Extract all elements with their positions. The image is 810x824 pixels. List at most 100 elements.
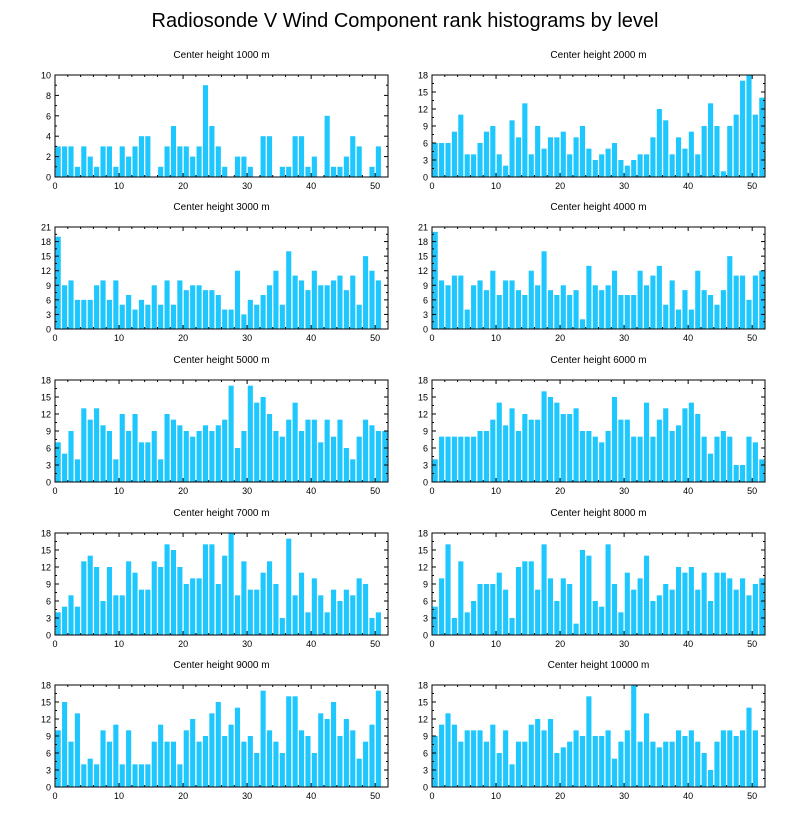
bar xyxy=(62,285,68,329)
bar xyxy=(100,280,106,329)
bar xyxy=(477,730,483,787)
bar xyxy=(663,120,669,177)
bar xyxy=(177,567,183,635)
bar xyxy=(669,280,675,329)
bar xyxy=(177,146,183,177)
y-tick-label: 6 xyxy=(46,295,51,305)
y-tick-label: 9 xyxy=(423,580,428,590)
y-tick-label: 21 xyxy=(41,223,51,233)
bar xyxy=(279,436,285,482)
bar xyxy=(496,572,502,635)
bar xyxy=(190,156,196,177)
bar xyxy=(363,256,369,329)
bar xyxy=(477,584,483,635)
bar xyxy=(94,408,100,482)
x-tick-label: 40 xyxy=(306,333,316,343)
bar xyxy=(202,544,209,635)
bar xyxy=(733,275,739,329)
bar xyxy=(74,299,80,329)
bar xyxy=(701,126,707,177)
y-tick-label: 18 xyxy=(418,71,428,81)
bar xyxy=(682,290,688,329)
bar xyxy=(100,601,106,635)
bar xyxy=(643,285,650,329)
bar xyxy=(190,719,196,787)
bar xyxy=(509,618,515,635)
x-tick-label: 20 xyxy=(178,333,188,343)
bar xyxy=(55,146,61,177)
panel-6: Center height 7000 m 0 3 6 9 12 15 18 0 10 20 30 40 5… xyxy=(41,508,389,649)
bar xyxy=(605,431,611,482)
bar xyxy=(145,304,151,329)
bar xyxy=(363,419,369,482)
bar xyxy=(286,538,292,635)
bar xyxy=(132,414,138,482)
bar xyxy=(695,154,701,177)
bar xyxy=(74,606,80,635)
bar xyxy=(196,741,202,787)
bar xyxy=(567,414,573,482)
bar xyxy=(305,612,311,635)
bar xyxy=(560,747,566,787)
bar xyxy=(586,431,592,482)
bar xyxy=(503,730,509,787)
bar xyxy=(254,402,260,482)
bar xyxy=(215,584,221,635)
bar xyxy=(439,724,445,787)
bar xyxy=(483,290,489,329)
bar xyxy=(599,606,605,635)
bar xyxy=(234,156,241,177)
bar xyxy=(643,555,650,635)
bar xyxy=(432,459,438,482)
bar xyxy=(126,431,132,482)
bar xyxy=(170,126,177,177)
bar xyxy=(535,719,541,787)
bar xyxy=(528,270,534,329)
bar xyxy=(701,753,707,787)
bar xyxy=(439,436,445,482)
bar xyxy=(241,156,247,177)
bar xyxy=(477,143,483,177)
bar xyxy=(509,408,515,482)
bar xyxy=(222,166,228,177)
panel-title: Center height 6000 m xyxy=(550,355,646,366)
x-tick-label: 30 xyxy=(242,791,252,801)
bar xyxy=(305,419,311,482)
y-tick-label: 18 xyxy=(41,681,51,691)
bar xyxy=(260,572,266,635)
bar xyxy=(515,567,522,635)
x-tick-label: 10 xyxy=(491,791,501,801)
y-tick-label: 4 xyxy=(46,132,51,142)
bar xyxy=(592,736,598,787)
bar xyxy=(119,304,125,329)
bar xyxy=(624,572,630,635)
y-tick-label: 3 xyxy=(46,614,51,624)
bar xyxy=(68,431,74,482)
bar xyxy=(483,131,489,177)
bar xyxy=(279,304,285,329)
bar xyxy=(535,126,541,177)
bar xyxy=(298,431,305,482)
bar xyxy=(637,436,643,482)
bar xyxy=(81,146,87,177)
bar xyxy=(611,270,618,329)
bar xyxy=(209,713,215,787)
bar xyxy=(733,465,739,482)
bar xyxy=(183,290,189,329)
x-tick-label: 0 xyxy=(52,486,57,496)
y-tick-label: 9 xyxy=(46,732,51,742)
bar xyxy=(356,578,362,635)
bar xyxy=(266,730,273,787)
bar xyxy=(445,544,451,635)
bar xyxy=(637,578,643,635)
bar xyxy=(464,612,470,635)
bar xyxy=(746,707,752,787)
bar xyxy=(752,442,758,482)
bar xyxy=(592,285,598,329)
bar xyxy=(547,397,554,482)
bar xyxy=(695,270,701,329)
bar xyxy=(490,724,496,787)
bar xyxy=(170,304,177,329)
x-tick-label: 30 xyxy=(242,639,252,649)
bar xyxy=(515,290,522,329)
